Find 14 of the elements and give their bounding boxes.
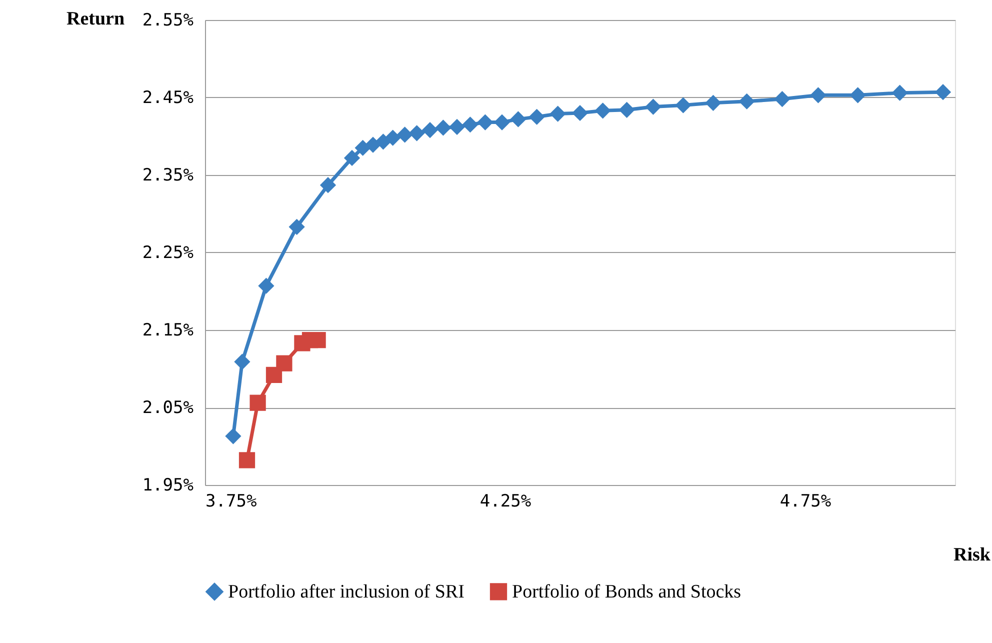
y-tick-label: 1.95% bbox=[142, 476, 194, 496]
x-tick-label: 3.75% bbox=[206, 492, 257, 512]
x-tick-label: 4.25% bbox=[480, 492, 532, 512]
legend-label: Portfolio of Bonds and Stocks bbox=[512, 582, 742, 603]
legend-label: Portfolio after inclusion of SRI bbox=[228, 582, 464, 603]
y-tick-label: 2.35% bbox=[142, 166, 194, 186]
y-tick-label: 2.15% bbox=[142, 320, 194, 340]
y-tick-label: 2.25% bbox=[142, 243, 194, 263]
y-tick-label: 2.45% bbox=[142, 88, 194, 108]
x-tick-label: 4.75% bbox=[780, 492, 832, 512]
y-tick-label: 2.05% bbox=[142, 398, 194, 418]
y-tick-label: 2.55% bbox=[142, 10, 194, 30]
x-axis-title: Risk bbox=[954, 544, 991, 566]
y-axis-title: Return bbox=[66, 8, 125, 30]
